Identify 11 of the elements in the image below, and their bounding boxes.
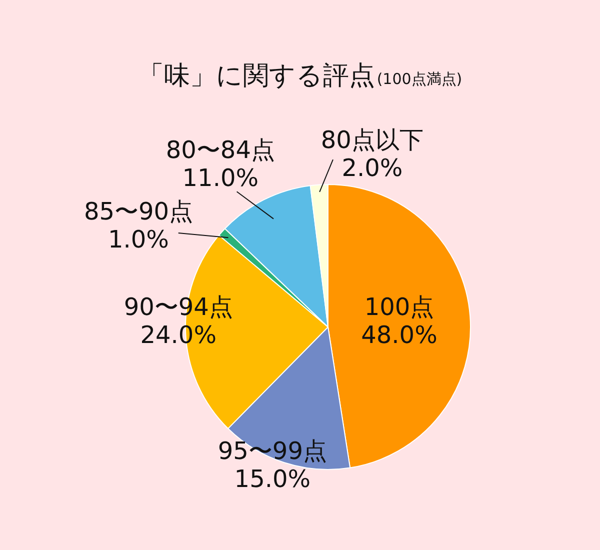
slice-label: 85〜90点 (84, 197, 194, 226)
slice-label: 80〜84点 (166, 136, 275, 164)
slice-label: 100点 (364, 292, 434, 321)
data-label: 1.0% (108, 225, 169, 254)
data-label: 2.0% (342, 154, 403, 182)
data-label: 15.0% (234, 464, 311, 493)
data-label: 11.0% (182, 164, 259, 192)
data-label: 48.0% (361, 320, 438, 349)
slice-label: 80点以下 (320, 126, 424, 154)
chart-title: 「味」に関する評点 (138, 61, 375, 91)
chart-subtitle: (100点満点) (376, 70, 462, 88)
